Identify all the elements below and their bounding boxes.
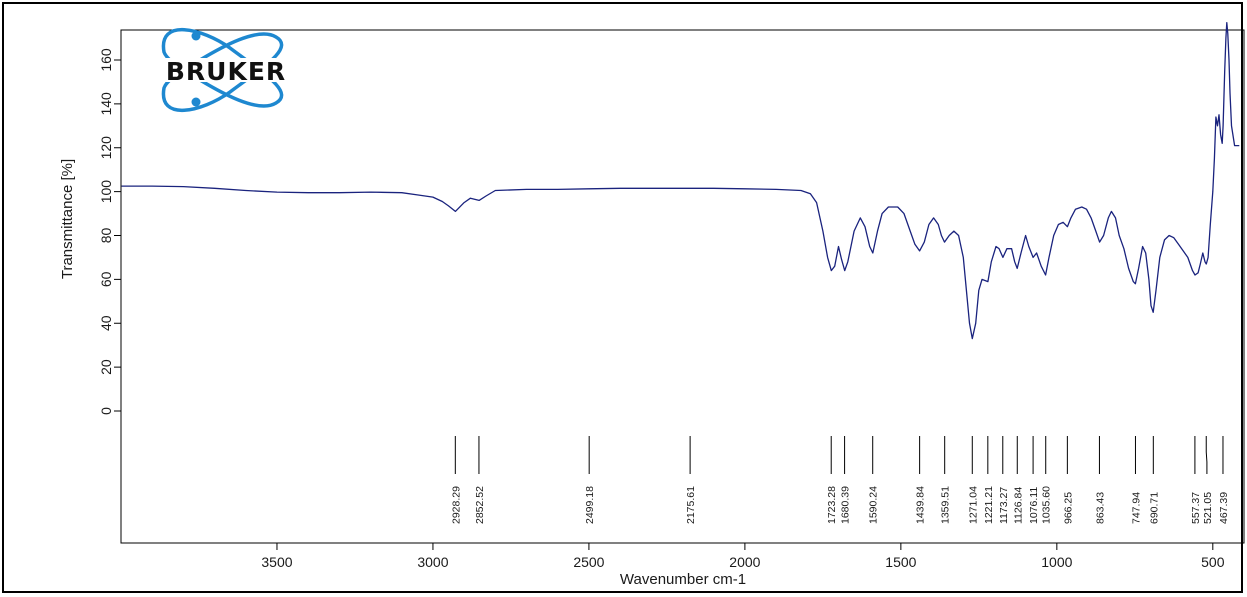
peak-label: 2499.18 <box>584 486 596 524</box>
x-tick-label: 500 <box>1201 554 1225 570</box>
peak-label: 2928.29 <box>450 486 462 524</box>
peak-label: 1359.51 <box>940 486 952 524</box>
peak-label: 1723.28 <box>826 486 838 524</box>
peak-label: 2852.52 <box>474 486 486 524</box>
peak-label: 1076.11 <box>1028 487 1040 524</box>
x-tick-label: 2500 <box>573 554 604 570</box>
spectrum-line <box>121 22 1240 340</box>
peak-label: 1590.24 <box>868 486 880 524</box>
peak-label: 557.37 <box>1190 492 1202 524</box>
y-tick-label: 20 <box>98 359 114 375</box>
peak-label: 966.25 <box>1062 492 1074 524</box>
peak-label: 1271.04 <box>967 486 979 524</box>
peak-markers: 2928.29 2852.52 2499.18 2175.61 1723.28 1680.… <box>450 436 1230 524</box>
peak-label: 1439.84 <box>915 486 927 524</box>
y-axis-title: Transmittance [%] <box>59 159 76 279</box>
x-tick-label: 1500 <box>885 554 916 570</box>
x-axis: 3500 3000 2500 2000 1500 1000 500 <box>261 543 1225 570</box>
peak-label: 1035.60 <box>1041 486 1053 524</box>
y-tick-label: 140 <box>98 92 114 116</box>
peak-label: 747.94 <box>1130 492 1142 524</box>
peak-label: 1680.39 <box>840 486 852 524</box>
y-axis: 0 20 40 60 80 100 120 140 160 <box>98 48 121 415</box>
x-tick-label: 1000 <box>1041 554 1072 570</box>
x-tick-label: 2000 <box>729 554 760 570</box>
bruker-logo: BRUKER <box>134 27 318 113</box>
y-tick-label: 0 <box>98 407 114 415</box>
peak-label: 863.43 <box>1094 492 1106 524</box>
peak-label: 1173.27 <box>998 487 1010 524</box>
peak-label: 690.71 <box>1148 492 1160 524</box>
peak-label: 2175.61 <box>685 486 697 524</box>
x-tick-label: 3500 <box>261 554 292 570</box>
logo-text: BRUKER <box>166 57 286 86</box>
peak-label: 521.05 <box>1202 492 1214 524</box>
y-tick-label: 60 <box>98 271 114 287</box>
y-tick-label: 40 <box>98 315 114 331</box>
y-tick-label: 100 <box>98 180 114 204</box>
x-tick-label: 3000 <box>417 554 448 570</box>
y-tick-label: 160 <box>98 48 114 72</box>
y-tick-label: 80 <box>98 228 114 244</box>
plot-area <box>120 29 1245 544</box>
peak-label: 467.39 <box>1218 492 1230 524</box>
peak-marker-line <box>1205 436 1208 474</box>
series-layer <box>121 22 1240 340</box>
x-axis-title: Wavenumber cm-1 <box>620 571 746 588</box>
y-tick-label: 120 <box>98 136 114 160</box>
peak-label: 1221.21 <box>983 486 995 524</box>
peak-label: 1126.84 <box>1012 487 1024 524</box>
